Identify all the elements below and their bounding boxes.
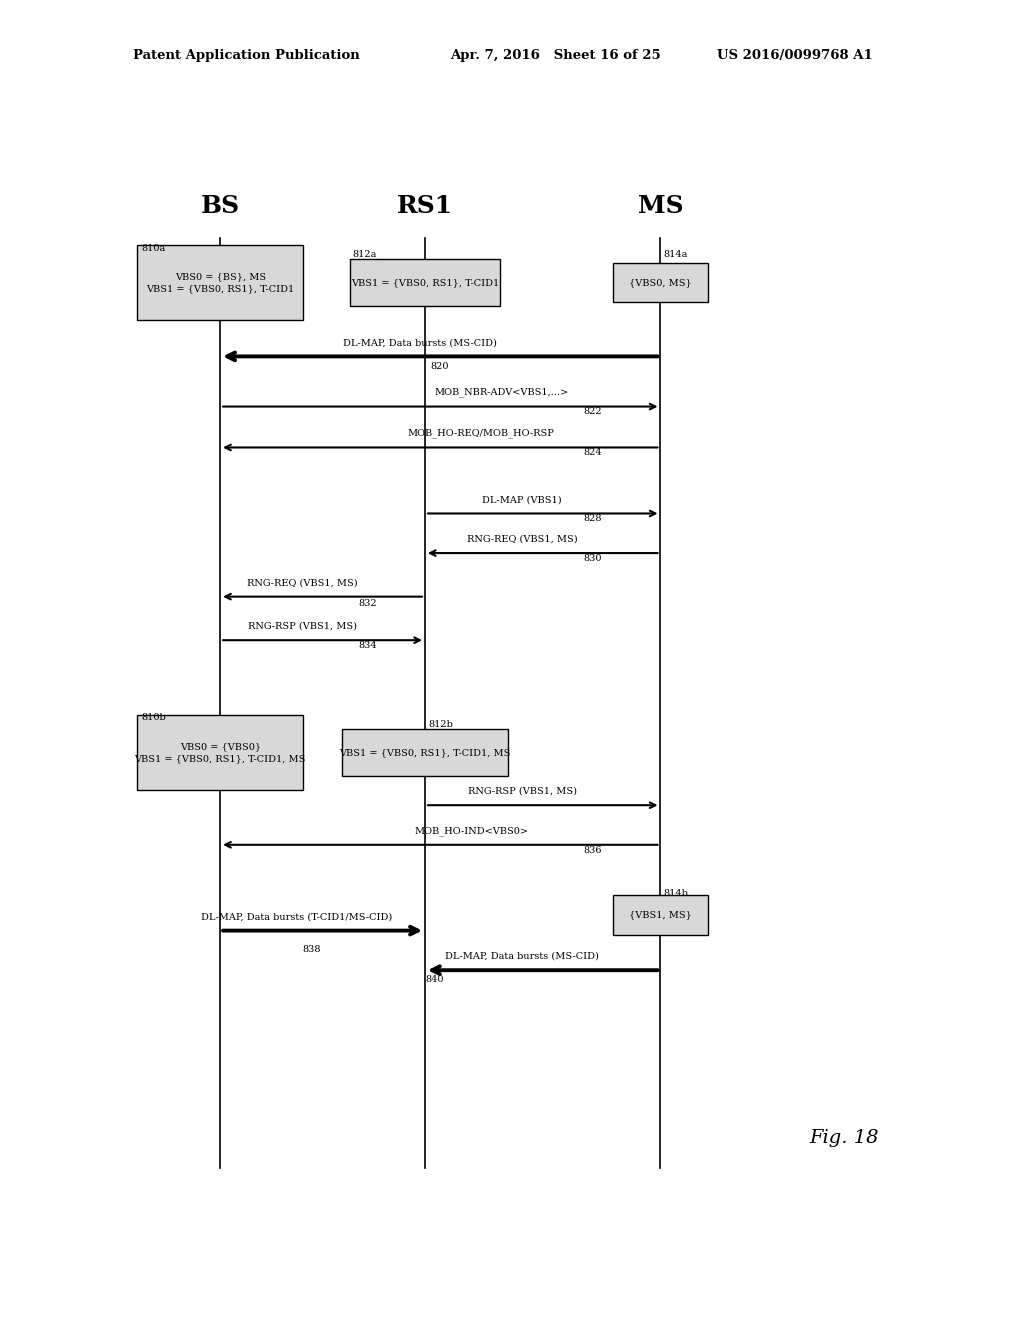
Text: 828: 828 <box>584 515 602 523</box>
Text: 810b: 810b <box>141 713 166 722</box>
Text: RNG-REQ (VBS1, MS): RNG-REQ (VBS1, MS) <box>247 578 357 587</box>
Text: MS: MS <box>638 194 683 218</box>
Text: 814b: 814b <box>664 888 688 898</box>
Text: VBS0 = {BS}, MS
VBS1 = {VBS0, RS1}, T-CID1: VBS0 = {BS}, MS VBS1 = {VBS0, RS1}, T-CI… <box>146 272 294 293</box>
FancyBboxPatch shape <box>349 259 500 305</box>
Text: MOB_HO-REQ/MOB_HO-RSP: MOB_HO-REQ/MOB_HO-RSP <box>408 429 555 438</box>
Text: 838: 838 <box>302 945 321 953</box>
Text: {VBS1, MS}: {VBS1, MS} <box>629 911 692 919</box>
Text: DL-MAP, Data bursts (MS-CID): DL-MAP, Data bursts (MS-CID) <box>343 338 497 347</box>
Text: 830: 830 <box>584 554 602 562</box>
Text: 824: 824 <box>584 449 602 457</box>
Text: 810a: 810a <box>141 244 166 253</box>
FancyBboxPatch shape <box>613 895 708 935</box>
Text: 832: 832 <box>358 599 377 607</box>
Text: 814a: 814a <box>664 249 688 259</box>
Text: RS1: RS1 <box>397 194 453 218</box>
Text: MOB_HO-IND<VBS0>: MOB_HO-IND<VBS0> <box>414 826 528 836</box>
Text: US 2016/0099768 A1: US 2016/0099768 A1 <box>717 49 872 62</box>
Text: Fig. 18: Fig. 18 <box>809 1129 879 1147</box>
Text: DL-MAP, Data bursts (T-CID1/MS-CID): DL-MAP, Data bursts (T-CID1/MS-CID) <box>202 912 392 921</box>
Text: BS: BS <box>201 194 240 218</box>
Text: 834: 834 <box>358 642 377 649</box>
FancyBboxPatch shape <box>342 729 508 776</box>
Text: {VBS0, MS}: {VBS0, MS} <box>629 279 692 286</box>
Text: VBS0 = {VBS0}
VBS1 = {VBS0, RS1}, T-CID1, MS: VBS0 = {VBS0} VBS1 = {VBS0, RS1}, T-CID1… <box>134 742 306 763</box>
Text: 836: 836 <box>584 846 602 854</box>
FancyBboxPatch shape <box>137 715 303 789</box>
Text: MOB_NBR-ADV<VBS1,...>: MOB_NBR-ADV<VBS1,...> <box>434 388 569 397</box>
Text: 840: 840 <box>425 975 443 983</box>
Text: 812b: 812b <box>428 719 453 729</box>
Text: VBS1 = {VBS0, RS1}, T-CID1, MS: VBS1 = {VBS0, RS1}, T-CID1, MS <box>339 748 511 756</box>
Text: DL-MAP, Data bursts (MS-CID): DL-MAP, Data bursts (MS-CID) <box>445 952 599 961</box>
Text: RNG-RSP (VBS1, MS): RNG-RSP (VBS1, MS) <box>248 622 356 631</box>
Text: Apr. 7, 2016   Sheet 16 of 25: Apr. 7, 2016 Sheet 16 of 25 <box>451 49 662 62</box>
Text: VBS1 = {VBS0, RS1}, T-CID1: VBS1 = {VBS0, RS1}, T-CID1 <box>351 279 499 286</box>
Text: DL-MAP (VBS1): DL-MAP (VBS1) <box>482 495 562 504</box>
Text: RNG-REQ (VBS1, MS): RNG-REQ (VBS1, MS) <box>467 535 578 544</box>
FancyBboxPatch shape <box>613 263 708 302</box>
Text: 820: 820 <box>430 363 449 371</box>
Text: 822: 822 <box>584 408 602 416</box>
Text: Patent Application Publication: Patent Application Publication <box>133 49 359 62</box>
FancyBboxPatch shape <box>137 244 303 319</box>
Text: 812a: 812a <box>352 249 377 259</box>
Text: RNG-RSP (VBS1, MS): RNG-RSP (VBS1, MS) <box>468 787 577 796</box>
